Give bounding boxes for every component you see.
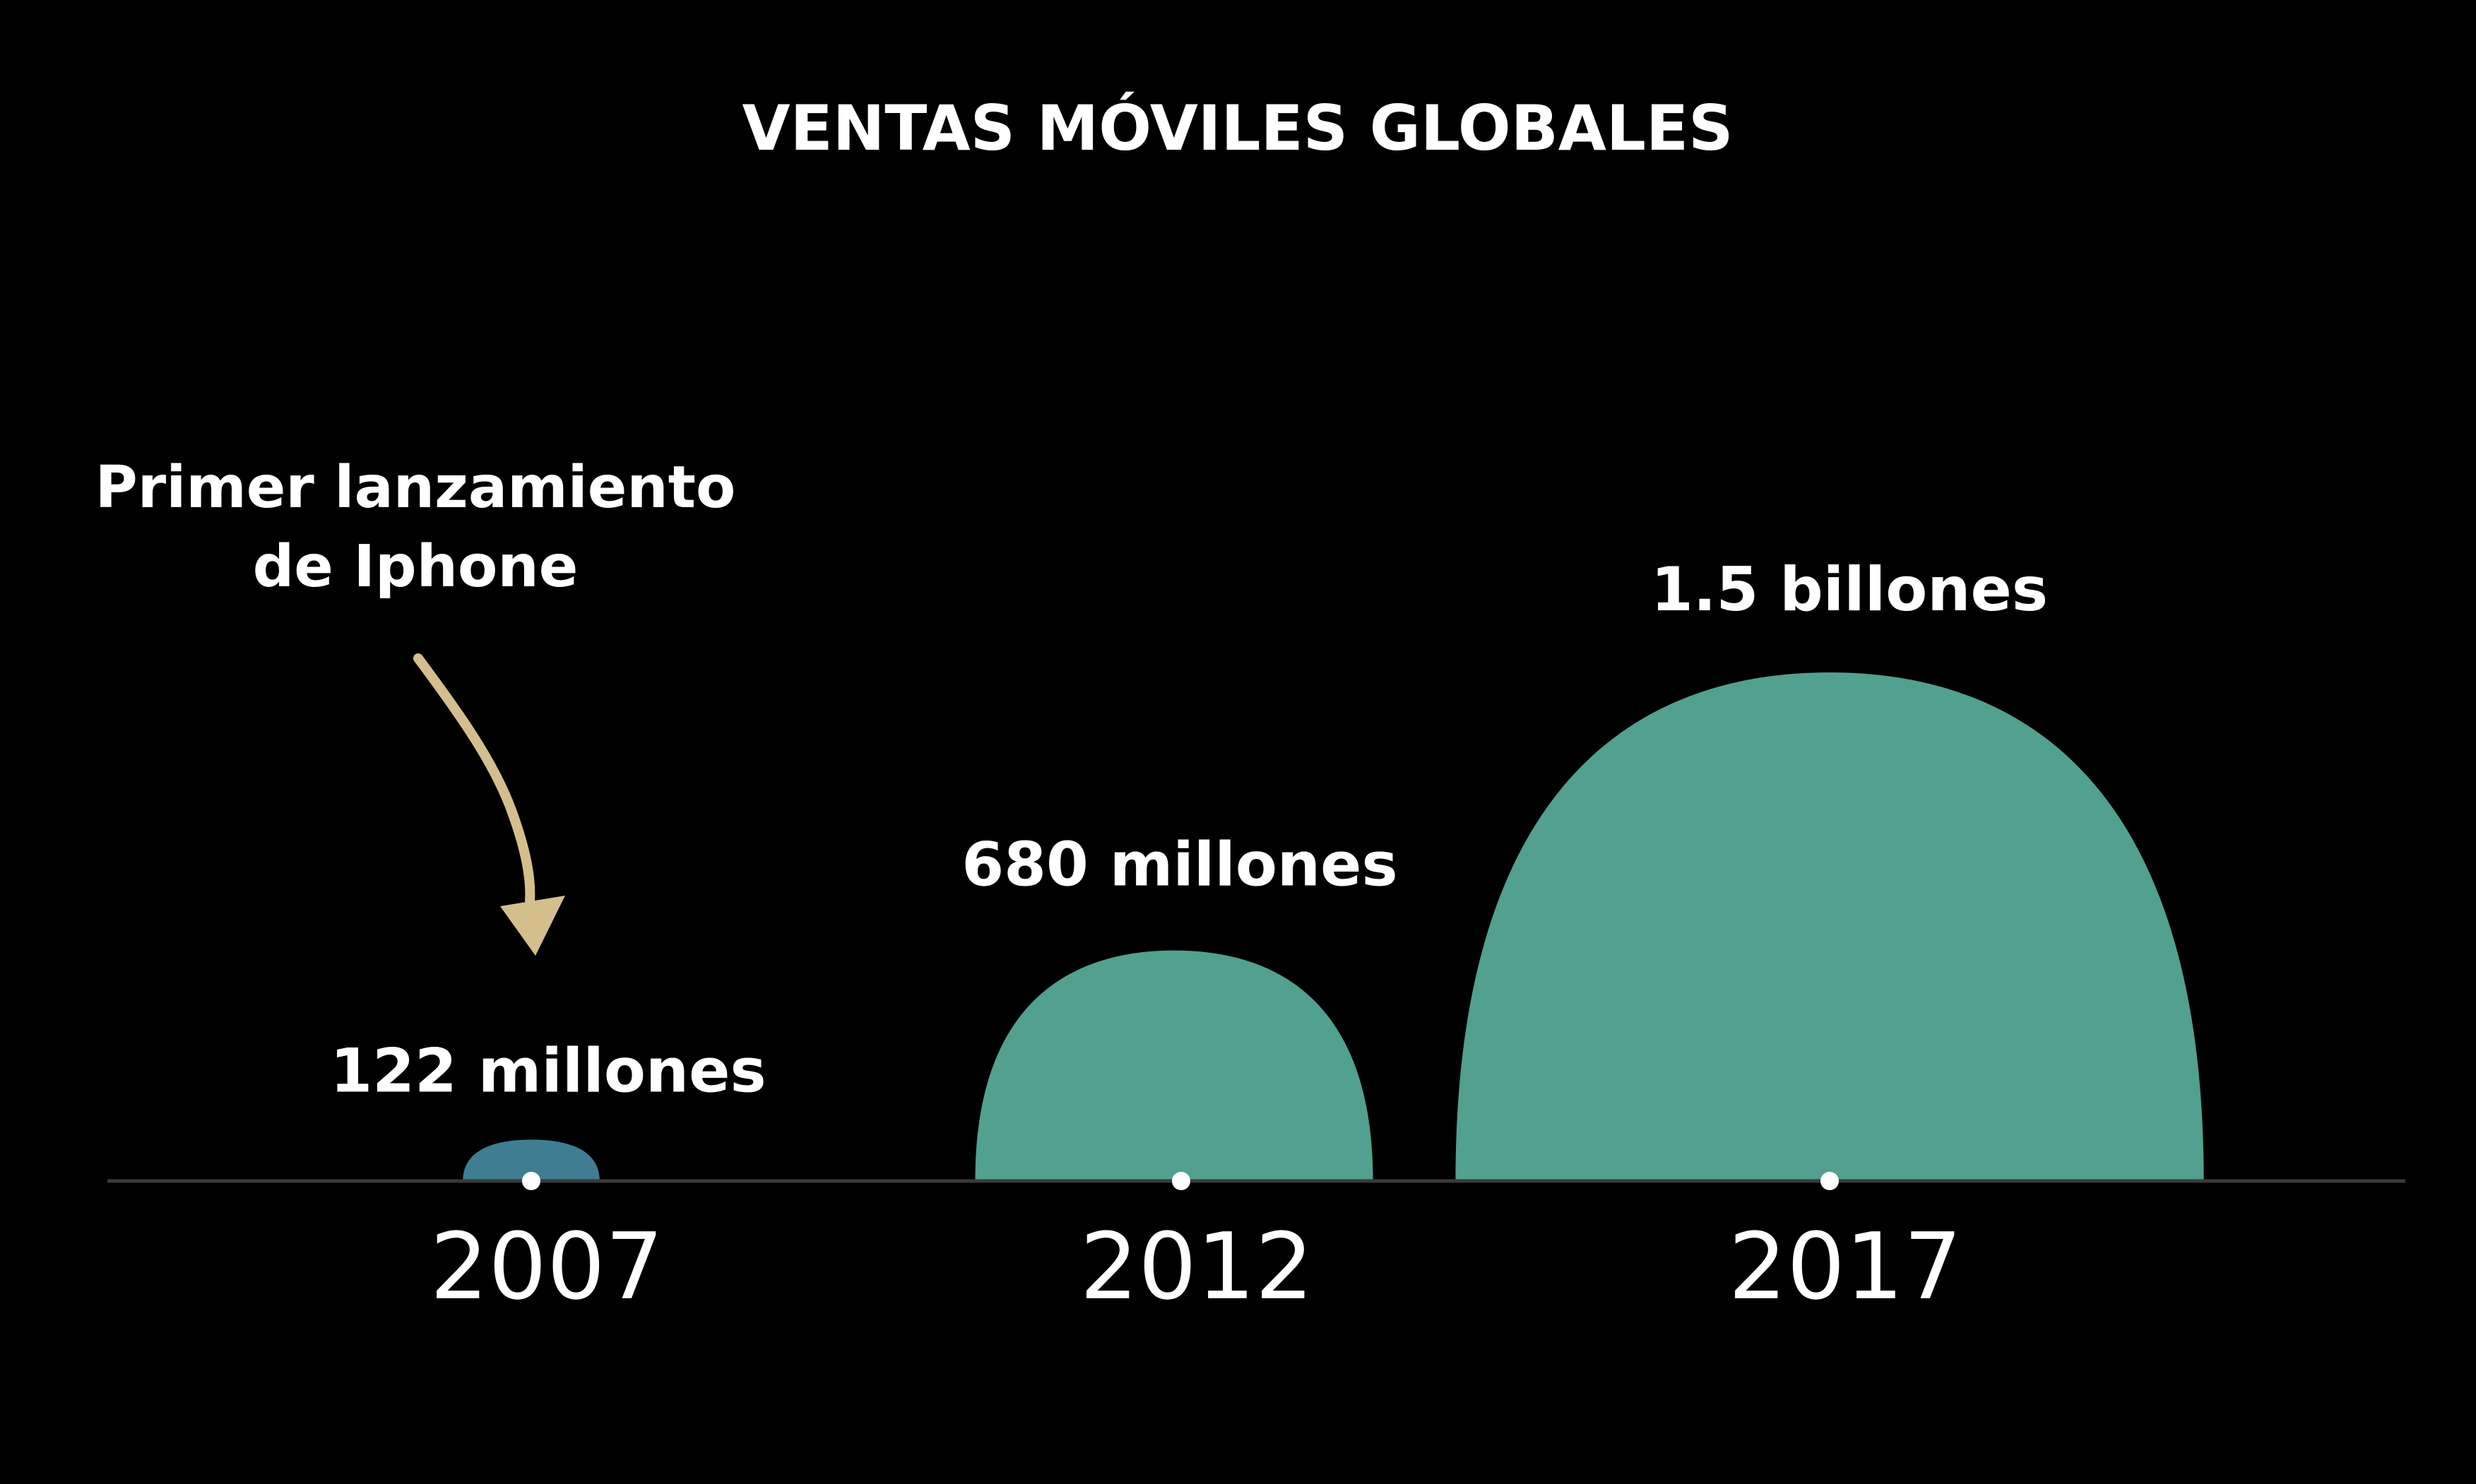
data-label-2007: 122 millones (330, 1035, 766, 1106)
bubbles (463, 672, 2204, 1181)
annotation: Primer lanzamiento de Iphone (95, 454, 736, 956)
x-axis-ticks: 2007 2012 2017 (430, 1172, 1962, 1320)
data-label-2017: 1.5 billones (1651, 554, 2048, 625)
annotation-arrow-shaft (413, 653, 535, 906)
data-labels: 122 millones 680 millones 1.5 billones (330, 554, 2048, 1106)
annotation-arrow-head (500, 896, 565, 956)
bubble-2017 (1455, 672, 2204, 1181)
annotation-line-2: de Iphone (253, 533, 579, 600)
tick-dot-2012 (1172, 1172, 1190, 1190)
tick-label-2007: 2007 (430, 1213, 664, 1320)
data-label-2012: 680 millones (961, 830, 1397, 901)
tick-dot-2007 (522, 1172, 540, 1190)
tick-label-2012: 2012 (1080, 1213, 1314, 1320)
bubble-2012 (975, 950, 1373, 1181)
annotation-line-1: Primer lanzamiento (95, 454, 736, 521)
tick-dot-2017 (1820, 1172, 1839, 1190)
chart-title: VENTAS MÓVILES GLOBALES (742, 92, 1734, 165)
bubble-2007 (463, 1139, 600, 1181)
tick-label-2017: 2017 (1729, 1213, 1962, 1320)
